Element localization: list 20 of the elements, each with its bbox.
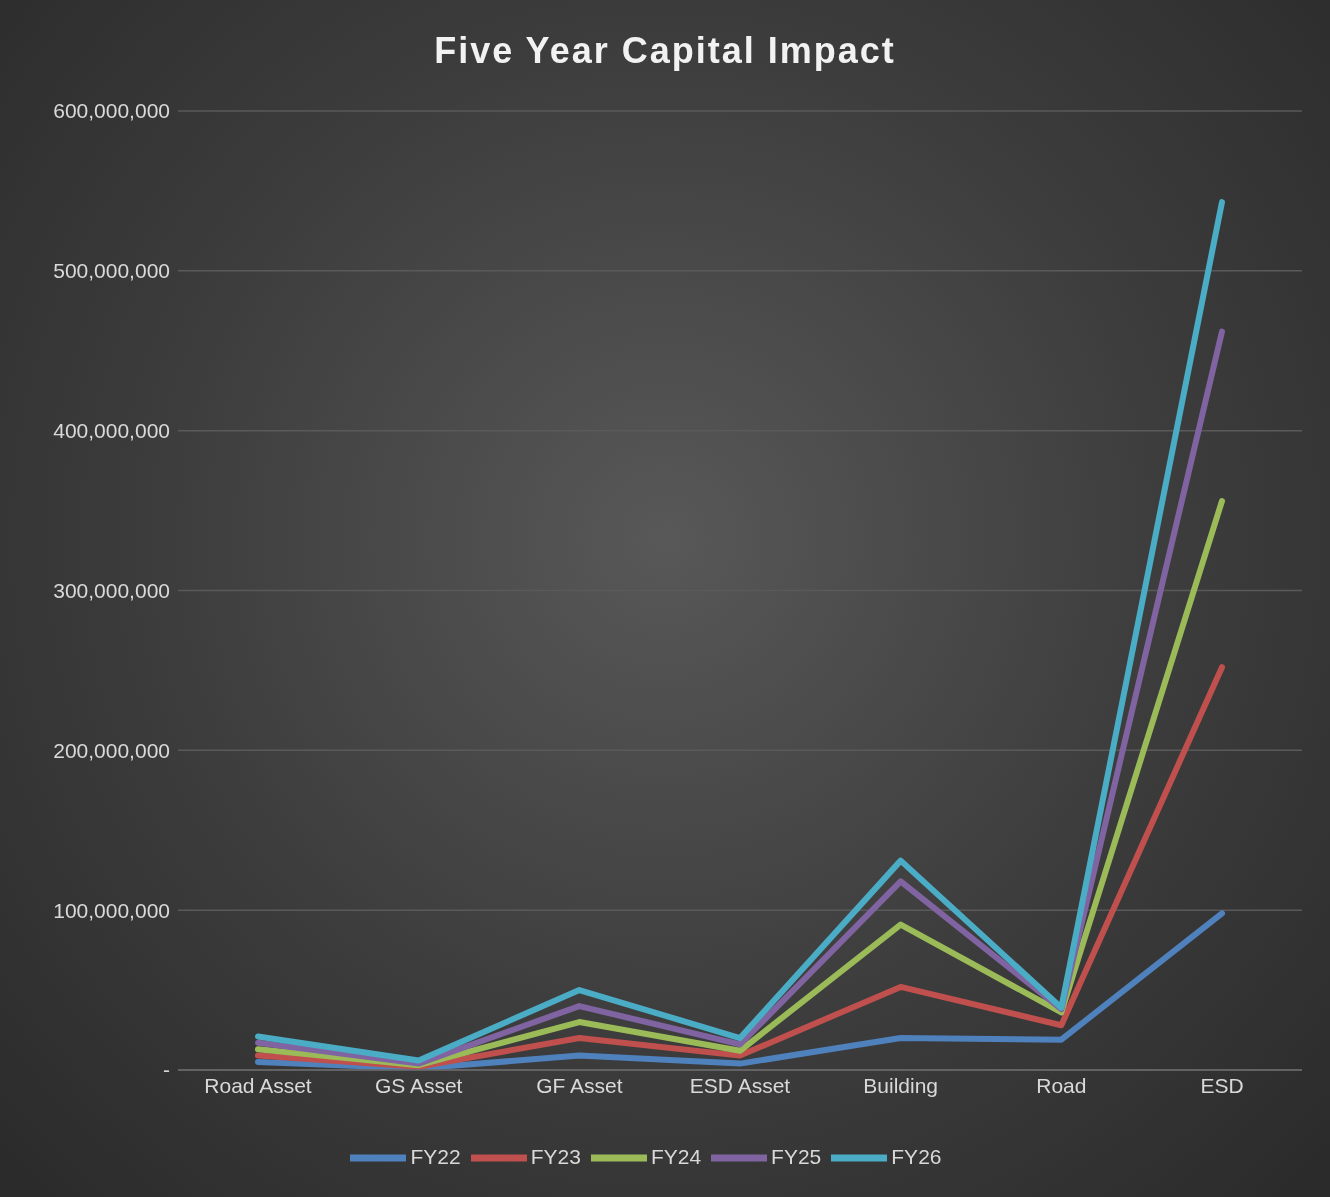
y-tick-label: 200,000,000 <box>53 738 170 762</box>
x-tick-label: GS Asset <box>374 1073 463 1097</box>
x-tick-label: GF Asset <box>536 1073 623 1097</box>
legend-label: FY26 <box>891 1144 942 1168</box>
x-tick-label: Road <box>1036 1073 1087 1097</box>
legend-label: FY22 <box>410 1144 461 1168</box>
y-tick-label: 600,000,000 <box>53 99 170 123</box>
legend-label: FY25 <box>771 1144 822 1168</box>
legend-label: FY24 <box>650 1144 702 1168</box>
y-tick-label: - <box>163 1058 170 1082</box>
y-tick-label: 500,000,000 <box>53 259 170 283</box>
x-tick-label: Road Asset <box>204 1073 312 1097</box>
chart-title: Five Year Capital Impact <box>433 30 897 72</box>
x-tick-label: ESD Asset <box>689 1073 791 1097</box>
x-tick-label: ESD <box>1200 1073 1244 1097</box>
y-tick-label: 300,000,000 <box>53 578 170 602</box>
x-tick-label: Building <box>863 1073 939 1097</box>
y-tick-label: 100,000,000 <box>53 898 170 922</box>
y-tick-label: 400,000,000 <box>53 419 170 443</box>
legend-label: FY23 <box>530 1144 581 1168</box>
